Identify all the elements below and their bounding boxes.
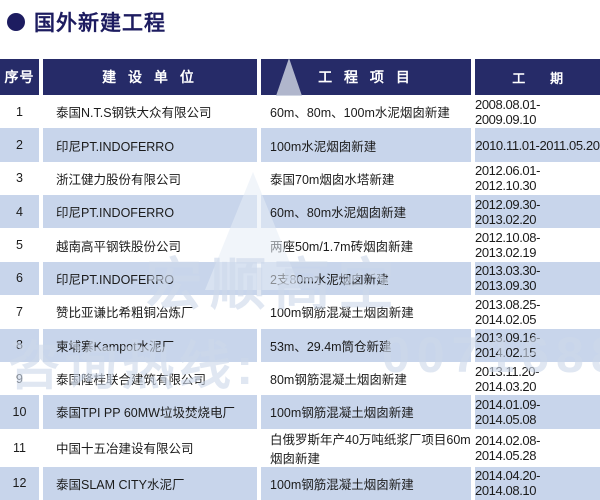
row-period: 2014.04.20-2014.08.10	[475, 466, 600, 500]
row-unit: 泰国N.T.S钢铁大众有限公司	[43, 95, 257, 129]
page-title-text: 国外新建工程	[34, 12, 166, 35]
row-period: 2012.06.01-2012.10.30	[475, 161, 600, 196]
row-period: 2013.09.16-2014.02.15	[475, 328, 600, 362]
row-no: 1	[0, 95, 39, 129]
row-unit: 中国十五冶建设有限公司	[43, 428, 257, 467]
table-row: 7 赞比亚谦比希粗铜冶炼厂 100m钢筋混凝土烟囱新建 2013.08.25-2…	[0, 295, 600, 329]
table-row: 3 浙江健力股份有限公司 泰国70m烟囱水塔新建 2012.06.01-2012…	[0, 161, 600, 196]
row-unit: 泰国隆桂联合建筑有限公司	[43, 361, 257, 396]
row-no: 4	[0, 195, 39, 229]
row-project: 80m钢筋混凝土烟囱新建	[261, 361, 471, 396]
table-row: 12 泰国SLAM CITY水泥厂 100m钢筋混凝土烟囱新建 2014.04.…	[0, 466, 600, 500]
projects-table: 序号 建 设 单 位 工 程 项 目 工 期 1 泰国N.T.S钢铁大众有限公司…	[0, 59, 600, 500]
header-unit: 建 设 单 位	[43, 59, 257, 95]
row-period: 2014.02.08-2014.05.28	[475, 428, 600, 467]
row-unit: 泰国SLAM CITY水泥厂	[43, 466, 257, 500]
row-period: 2014.01.09-2014.05.08	[475, 395, 600, 429]
table-row: 4 印尼PT.INDOFERRO 60m、80m水泥烟囱新建 2012.09.3…	[0, 195, 600, 229]
row-no: 7	[0, 295, 39, 329]
table-row: 2 印尼PT.INDOFERRO 100m水泥烟囱新建 2010.11.01-2…	[0, 128, 600, 162]
row-period: 2013.11.20-2014.03.20	[475, 361, 600, 396]
row-period: 2012.09.30-2013.02.20	[475, 195, 600, 229]
row-project: 100m钢筋混凝土烟囱新建	[261, 466, 471, 500]
row-unit: 印尼PT.INDOFERRO	[43, 261, 257, 296]
row-no: 6	[0, 261, 39, 296]
table-row: 8 柬埔寨Kampot水泥厂 53m、29.4m筒仓新建 2013.09.16-…	[0, 328, 600, 362]
page-title: 国外新建工程	[7, 7, 166, 37]
row-period: 2013.03.30-2013.09.30	[475, 261, 600, 296]
row-unit: 越南高平钢铁股份公司	[43, 228, 257, 262]
row-project: 60m、80m水泥烟囱新建	[261, 195, 471, 229]
row-no: 5	[0, 228, 39, 262]
table-row: 11 中国十五冶建设有限公司 白俄罗斯年产40万吨纸浆厂项目60m烟囱新建 20…	[0, 428, 600, 467]
row-project: 白俄罗斯年产40万吨纸浆厂项目60m烟囱新建	[261, 428, 471, 467]
row-project: 53m、29.4m筒仓新建	[261, 328, 471, 362]
header-period: 工 期	[475, 59, 600, 95]
table-row: 1 泰国N.T.S钢铁大众有限公司 60m、80m、100m水泥烟囱新建 200…	[0, 95, 600, 129]
table-row: 10 泰国TPI PP 60MW垃圾焚烧电厂 100m钢筋混凝土烟囱新建 201…	[0, 395, 600, 429]
row-no: 12	[0, 466, 39, 500]
row-period: 2013.08.25-2014.02.05	[475, 295, 600, 329]
row-unit: 泰国TPI PP 60MW垃圾焚烧电厂	[43, 395, 257, 429]
row-no: 8	[0, 328, 39, 362]
row-period: 2008.08.01-2009.09.10	[475, 95, 600, 129]
row-unit: 柬埔寨Kampot水泥厂	[43, 328, 257, 362]
row-unit: 印尼PT.INDOFERRO	[43, 195, 257, 229]
table-body: 1 泰国N.T.S钢铁大众有限公司 60m、80m、100m水泥烟囱新建 200…	[0, 95, 600, 500]
row-unit: 赞比亚谦比希粗铜冶炼厂	[43, 295, 257, 329]
row-period: 2012.10.08-2013.02.19	[475, 228, 600, 262]
row-project: 100m钢筋混凝土烟囱新建	[261, 395, 471, 429]
row-period: 2010.11.01-2011.05.20	[475, 128, 600, 162]
row-unit: 浙江健力股份有限公司	[43, 161, 257, 196]
row-project: 泰国70m烟囱水塔新建	[261, 161, 471, 196]
row-project: 100m钢筋混凝土烟囱新建	[261, 295, 471, 329]
row-no: 3	[0, 161, 39, 196]
bullet-icon	[7, 13, 25, 31]
row-unit: 印尼PT.INDOFERRO	[43, 128, 257, 162]
row-no: 11	[0, 428, 39, 467]
row-no: 10	[0, 395, 39, 429]
row-project: 60m、80m、100m水泥烟囱新建	[261, 95, 471, 129]
table-row: 6 印尼PT.INDOFERRO 2支80m水泥烟囱新建 2013.03.30-…	[0, 261, 600, 296]
header-no: 序号	[0, 59, 39, 95]
row-project: 100m水泥烟囱新建	[261, 128, 471, 162]
table-header-row: 序号 建 设 单 位 工 程 项 目 工 期	[0, 59, 600, 95]
row-no: 9	[0, 361, 39, 396]
row-no: 2	[0, 128, 39, 162]
row-project: 两座50m/1.7m砖烟囱新建	[261, 228, 471, 262]
header-project: 工 程 项 目	[261, 59, 471, 95]
table-row: 9 泰国隆桂联合建筑有限公司 80m钢筋混凝土烟囱新建 2013.11.20-2…	[0, 361, 600, 396]
row-project: 2支80m水泥烟囱新建	[261, 261, 471, 296]
table-row: 5 越南高平钢铁股份公司 两座50m/1.7m砖烟囱新建 2012.10.08-…	[0, 228, 600, 262]
